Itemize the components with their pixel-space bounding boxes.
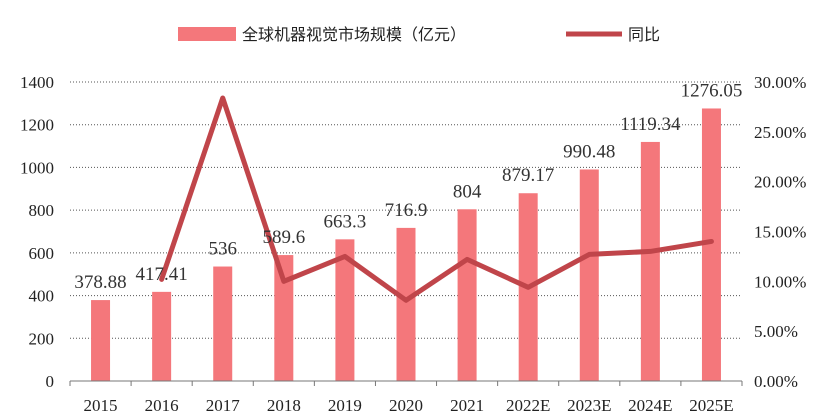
line-point (344, 255, 346, 257)
bar (640, 141, 660, 381)
left-axis-tick-label: 1200 (20, 116, 54, 135)
line-point (405, 299, 407, 301)
bar (274, 255, 294, 381)
x-axis-category-label: 2019 (328, 396, 362, 412)
legend-bar-label: 全球机器视觉市场规模（亿元） (242, 25, 466, 44)
right-axis-tick-label: 20.00% (754, 173, 806, 192)
bar (457, 209, 477, 381)
line-point (649, 250, 651, 252)
right-axis-tick-label: 25.00% (754, 123, 806, 142)
x-axis-category-label: 2025E (689, 396, 733, 412)
x-axis-category-label: 2020 (389, 396, 423, 412)
legend: 全球机器视觉市场规模（亿元） 同比 (178, 25, 660, 44)
right-axis-tick-label: 0.00% (754, 372, 798, 391)
left-axis-tick-label: 600 (29, 244, 55, 263)
axes: 0 200 400 600 800 1000 1200 1400 0.00% 5.00% 10.00… (20, 73, 806, 412)
bar-data-label: 1276.05 (681, 80, 743, 101)
bar-data-label: 378.88 (74, 272, 126, 293)
x-axis-category-label: 2022E (506, 396, 550, 412)
x-axis-category-label: 2016 (145, 396, 179, 412)
right-axis-tick-label: 15.00% (754, 223, 806, 242)
bar-data-label: 417.41 (136, 264, 188, 285)
line-point (222, 97, 224, 99)
bar (152, 291, 172, 381)
x-axis-category-label: 2015 (84, 396, 118, 412)
bar (91, 300, 111, 381)
left-axis-tick-label: 0 (46, 372, 55, 391)
left-axis-tick-label: 1400 (20, 73, 54, 92)
bar-data-label: 1119.34 (620, 114, 681, 135)
bar-data-label: 716.9 (385, 200, 428, 221)
left-axis-tick-label: 400 (29, 287, 55, 306)
right-axis-tick-label: 30.00% (754, 73, 806, 92)
yoy-line (159, 95, 714, 303)
left-axis-tick-label: 1000 (20, 158, 54, 177)
data-labels: 378.88 417.41 536 589.6 663.3 716.9 804 879.17 9… (74, 80, 742, 293)
left-axis-tick-label: 800 (29, 201, 55, 220)
bar-data-label: 536 (208, 239, 237, 260)
line-point (161, 278, 163, 280)
bar (701, 108, 721, 382)
line-point (466, 258, 468, 260)
x-axis-category-label: 2021 (450, 396, 484, 412)
line-series (159, 95, 714, 303)
bar-data-label: 879.17 (502, 165, 554, 186)
legend-bar-swatch (178, 27, 236, 41)
bar (579, 169, 599, 381)
bar-data-label: 589.6 (262, 227, 305, 248)
bar (213, 266, 233, 381)
x-axis-category-label: 2023E (567, 396, 611, 412)
bar-data-label: 990.48 (563, 141, 615, 162)
legend-line-label: 同比 (628, 25, 660, 44)
line-point (588, 253, 590, 255)
x-axis-category-label: 2024E (628, 396, 672, 412)
left-axis-tick-label: 200 (29, 329, 55, 348)
right-axis-tick-label: 10.00% (754, 272, 806, 291)
line-point (527, 286, 529, 288)
x-axis-category-label: 2018 (267, 396, 301, 412)
bar-data-label: 663.3 (324, 211, 367, 232)
right-axis-tick-label: 5.00% (754, 322, 798, 341)
bar (396, 227, 416, 381)
x-axis-category-label: 2017 (206, 396, 241, 412)
line-point (283, 280, 285, 282)
bar-series (91, 108, 721, 382)
bar (335, 239, 355, 381)
line-point (710, 240, 712, 242)
bar-data-label: 804 (453, 181, 482, 202)
